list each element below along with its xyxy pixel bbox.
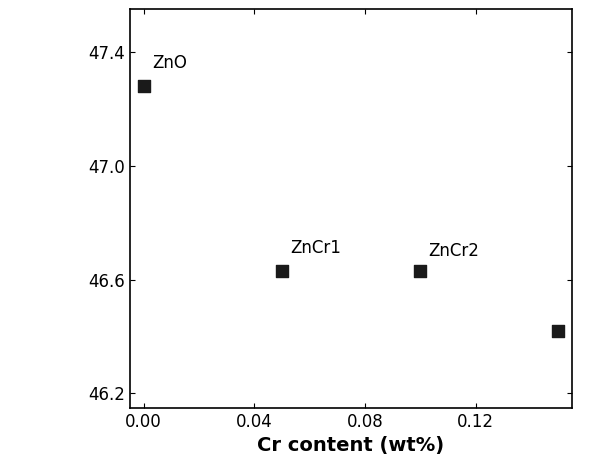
Text: ZnO: ZnO (152, 54, 187, 72)
Point (415, 267, 425, 275)
X-axis label: Cr content (wt%): Cr content (wt%) (257, 436, 445, 455)
Text: ZnCr2: ZnCr2 (428, 242, 479, 260)
Point (277, 267, 287, 275)
Point (139, 82, 148, 90)
Point (554, 327, 563, 335)
Text: ZnCr1: ZnCr1 (290, 239, 341, 257)
